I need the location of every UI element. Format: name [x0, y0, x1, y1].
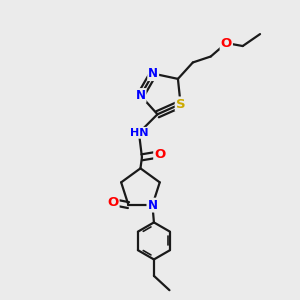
Text: O: O: [154, 148, 166, 161]
Text: N: N: [136, 89, 146, 102]
Text: N: N: [147, 199, 158, 212]
Text: O: O: [221, 37, 232, 50]
Text: O: O: [107, 196, 118, 208]
Text: S: S: [176, 98, 185, 110]
Text: N: N: [148, 67, 158, 80]
Text: HN: HN: [130, 128, 148, 138]
